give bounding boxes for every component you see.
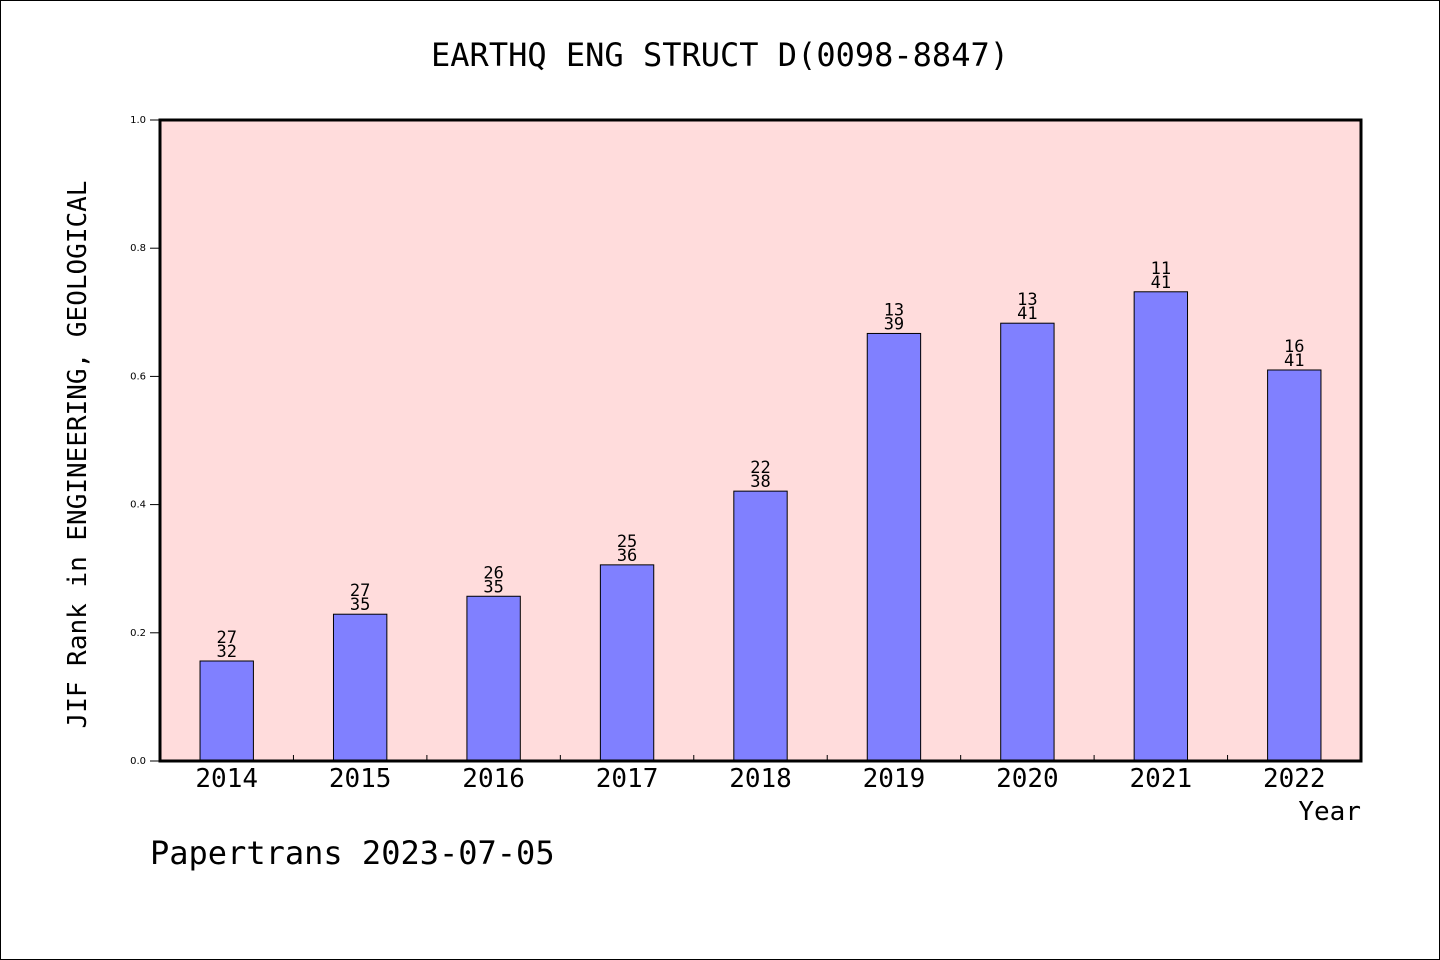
data-label-total: 32 [216, 642, 236, 662]
data-label-total: 39 [884, 314, 904, 334]
data-label-rank: 27 [350, 581, 370, 601]
bar-2022 [1267, 369, 1322, 762]
x-tick-label: 2019 [863, 764, 926, 794]
data-label-total: 35 [483, 577, 503, 597]
data-label-rank: 11 [1151, 259, 1171, 279]
bar-2015 [332, 613, 388, 762]
chart-title: EARTHQ ENG STRUCT D(0098-8847) [431, 36, 1009, 74]
bar-2021 [1133, 291, 1189, 762]
x-tick-label: 2017 [596, 764, 659, 794]
x-tick-label: 2014 [195, 764, 258, 794]
x-axis-ticks: 2014 2015 2016 2017 2018 2019 2020 2021 2022 [195, 755, 1326, 794]
bar-2017 [599, 564, 655, 762]
x-tick-label: 2022 [1263, 764, 1326, 794]
y-tick-label: 0.8 [130, 243, 146, 254]
x-tick-label: 2020 [996, 764, 1059, 794]
data-label-rank: 22 [750, 458, 770, 478]
footer-note: Papertrans 2023-07-05 [150, 834, 555, 872]
data-label-total: 38 [750, 472, 770, 492]
x-tick-label: 2016 [462, 764, 525, 794]
y-tick-label: 0.6 [130, 371, 146, 382]
y-axis-ticks: 0.0 0.2 0.4 0.6 0.8 1.0 [130, 115, 160, 767]
y-tick-label: 0.4 [130, 500, 146, 511]
plot-border [158, 118, 1363, 763]
x-tick-label: 2021 [1130, 764, 1193, 794]
data-label-rank: 13 [1017, 290, 1037, 310]
data-label-rank: 25 [617, 532, 637, 552]
bar-2016 [466, 595, 521, 762]
y-tick-label: 0.0 [130, 756, 146, 767]
data-label-total: 41 [1151, 273, 1171, 293]
bar-2018 [733, 490, 788, 762]
bar-2014 [199, 660, 254, 762]
y-tick-label: 1.0 [130, 115, 146, 126]
bar-2019 [866, 332, 922, 762]
data-label-total: 41 [1284, 351, 1304, 371]
bar-group [199, 291, 1322, 762]
data-label-rank: 27 [216, 628, 236, 648]
data-label-rank: 26 [483, 563, 503, 583]
data-label-rank: 16 [1284, 337, 1304, 357]
y-axis-label: JIF Rank in ENGINEERING, GEOLOGICAL [63, 181, 93, 729]
bar-2020 [1000, 322, 1055, 762]
data-label-rank: 13 [884, 300, 904, 320]
x-axis-label: Year [1298, 797, 1361, 827]
data-label-total: 41 [1017, 304, 1037, 324]
y-tick-label: 0.2 [130, 628, 146, 639]
data-label-total: 35 [350, 595, 370, 615]
x-tick-label: 2018 [729, 764, 792, 794]
data-label-total: 36 [617, 546, 637, 566]
x-tick-label: 2015 [329, 764, 392, 794]
